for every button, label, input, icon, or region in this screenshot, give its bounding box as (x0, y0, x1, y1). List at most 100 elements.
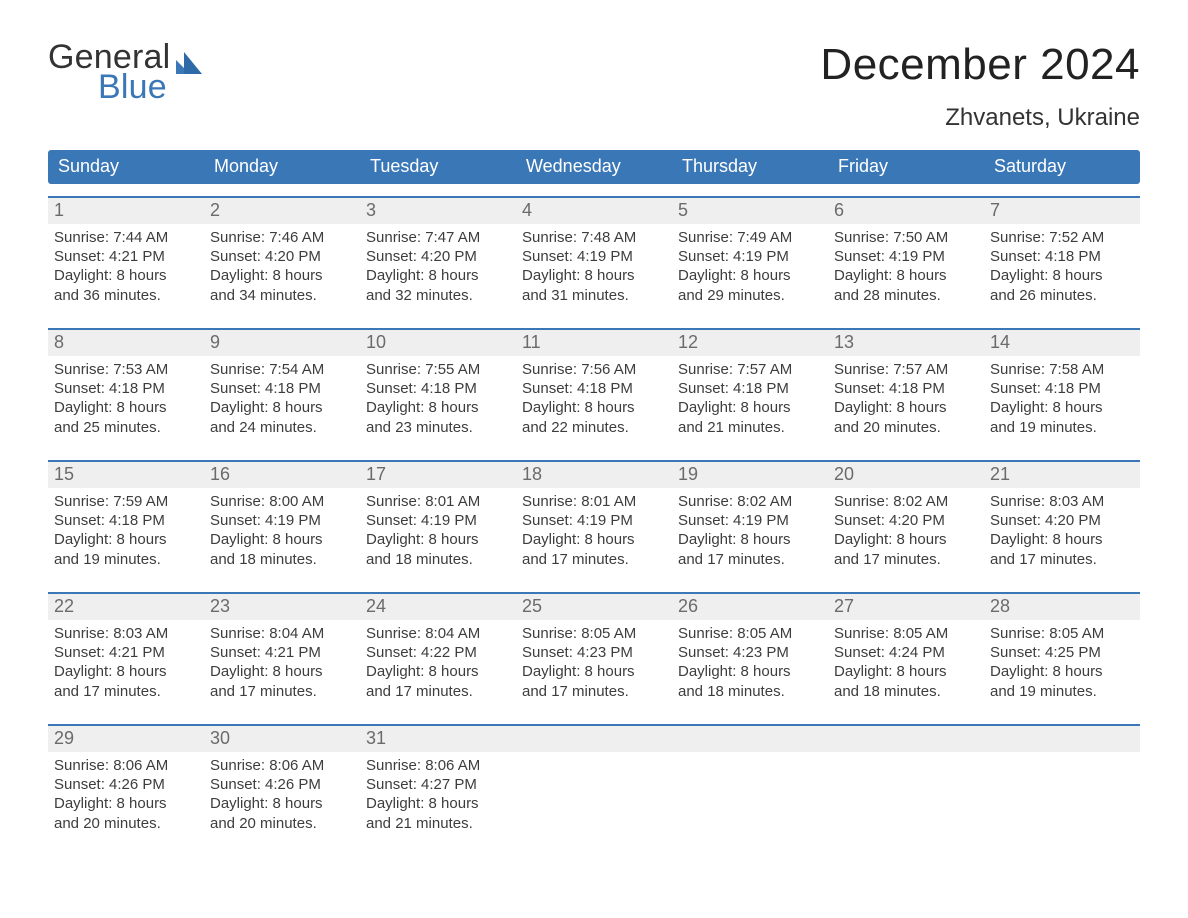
sunset-line: Sunset: 4:19 PM (678, 247, 822, 266)
daylight-line-1: Daylight: 8 hours (522, 398, 666, 417)
sunset-line: Sunset: 4:20 PM (210, 247, 354, 266)
calendar-day-cell: 12Sunrise: 7:57 AMSunset: 4:18 PMDayligh… (672, 330, 828, 448)
calendar-day-number (672, 726, 828, 752)
calendar-day-number: 3 (360, 198, 516, 224)
calendar-day-body: Sunrise: 7:44 AMSunset: 4:21 PMDaylight:… (54, 228, 198, 305)
daylight-line-1: Daylight: 8 hours (678, 662, 822, 681)
dow-saturday: Saturday (984, 150, 1140, 184)
sunset-line: Sunset: 4:18 PM (678, 379, 822, 398)
daylight-line-2: and 32 minutes. (366, 286, 510, 305)
daylight-line-2: and 18 minutes. (678, 682, 822, 701)
sunrise-line: Sunrise: 8:04 AM (210, 624, 354, 643)
calendar-day-number: 28 (984, 594, 1140, 620)
daylight-line-2: and 17 minutes. (522, 550, 666, 569)
calendar-day-number: 23 (204, 594, 360, 620)
daylight-line-1: Daylight: 8 hours (210, 662, 354, 681)
calendar-day-cell: 23Sunrise: 8:04 AMSunset: 4:21 PMDayligh… (204, 594, 360, 712)
daylight-line-2: and 36 minutes. (54, 286, 198, 305)
calendar-day-number: 26 (672, 594, 828, 620)
calendar-day-cell: 31Sunrise: 8:06 AMSunset: 4:27 PMDayligh… (360, 726, 516, 844)
calendar-day-body: Sunrise: 8:05 AMSunset: 4:23 PMDaylight:… (678, 624, 822, 701)
daylight-line-2: and 26 minutes. (990, 286, 1134, 305)
calendar-day-body: Sunrise: 8:06 AMSunset: 4:26 PMDaylight:… (210, 756, 354, 833)
title-block: December 2024 Zhvanets, Ukraine (820, 40, 1140, 132)
calendar-day-body: Sunrise: 8:03 AMSunset: 4:21 PMDaylight:… (54, 624, 198, 701)
sunrise-line: Sunrise: 8:06 AM (366, 756, 510, 775)
sunrise-line: Sunrise: 8:01 AM (366, 492, 510, 511)
calendar-week: 22Sunrise: 8:03 AMSunset: 4:21 PMDayligh… (48, 592, 1140, 712)
sunrise-line: Sunrise: 8:05 AM (834, 624, 978, 643)
daylight-line-1: Daylight: 8 hours (54, 530, 198, 549)
daylight-line-2: and 20 minutes. (834, 418, 978, 437)
calendar-day-cell (516, 726, 672, 844)
daylight-line-2: and 17 minutes. (522, 682, 666, 701)
calendar-day-cell: 9Sunrise: 7:54 AMSunset: 4:18 PMDaylight… (204, 330, 360, 448)
daylight-line-2: and 20 minutes. (210, 814, 354, 833)
calendar-day-body: Sunrise: 8:04 AMSunset: 4:22 PMDaylight:… (366, 624, 510, 701)
daylight-line-1: Daylight: 8 hours (54, 266, 198, 285)
calendar-day-number: 30 (204, 726, 360, 752)
calendar-day-number: 15 (48, 462, 204, 488)
calendar-day-cell: 11Sunrise: 7:56 AMSunset: 4:18 PMDayligh… (516, 330, 672, 448)
sunset-line: Sunset: 4:19 PM (678, 511, 822, 530)
sunrise-line: Sunrise: 8:03 AM (990, 492, 1134, 511)
calendar-day-number: 18 (516, 462, 672, 488)
daylight-line-1: Daylight: 8 hours (834, 662, 978, 681)
sunset-line: Sunset: 4:24 PM (834, 643, 978, 662)
sunset-line: Sunset: 4:18 PM (834, 379, 978, 398)
calendar-day-body: Sunrise: 8:06 AMSunset: 4:26 PMDaylight:… (54, 756, 198, 833)
calendar-day-cell: 8Sunrise: 7:53 AMSunset: 4:18 PMDaylight… (48, 330, 204, 448)
dow-sunday: Sunday (48, 150, 204, 184)
daylight-line-1: Daylight: 8 hours (990, 530, 1134, 549)
calendar-day-body: Sunrise: 8:00 AMSunset: 4:19 PMDaylight:… (210, 492, 354, 569)
calendar-day-body: Sunrise: 7:48 AMSunset: 4:19 PMDaylight:… (522, 228, 666, 305)
calendar-day-number: 16 (204, 462, 360, 488)
calendar-day-cell (672, 726, 828, 844)
calendar-weeks: 1Sunrise: 7:44 AMSunset: 4:21 PMDaylight… (48, 196, 1140, 844)
sunset-line: Sunset: 4:18 PM (990, 379, 1134, 398)
sunrise-line: Sunrise: 8:05 AM (678, 624, 822, 643)
daylight-line-1: Daylight: 8 hours (990, 662, 1134, 681)
daylight-line-1: Daylight: 8 hours (54, 398, 198, 417)
daylight-line-2: and 17 minutes. (834, 550, 978, 569)
daylight-line-2: and 22 minutes. (522, 418, 666, 437)
daylight-line-1: Daylight: 8 hours (366, 530, 510, 549)
brand-logo: General Blue (48, 40, 210, 104)
daylight-line-2: and 18 minutes. (366, 550, 510, 569)
daylight-line-2: and 28 minutes. (834, 286, 978, 305)
sunset-line: Sunset: 4:20 PM (834, 511, 978, 530)
calendar-day-cell: 4 Sunrise: 7:48 AMSunset: 4:19 PMDaylight… (516, 198, 672, 316)
sunrise-line: Sunrise: 7:59 AM (54, 492, 198, 511)
calendar-day-number: 8 (48, 330, 204, 356)
daylight-line-2: and 24 minutes. (210, 418, 354, 437)
calendar-day-body: Sunrise: 7:47 AMSunset: 4:20 PMDaylight:… (366, 228, 510, 305)
calendar-day-number: 14 (984, 330, 1140, 356)
dow-monday: Monday (204, 150, 360, 184)
calendar-day-number: 21 (984, 462, 1140, 488)
dow-thursday: Thursday (672, 150, 828, 184)
daylight-line-1: Daylight: 8 hours (522, 662, 666, 681)
calendar-day-number: 19 (672, 462, 828, 488)
sunset-line: Sunset: 4:18 PM (210, 379, 354, 398)
sunset-line: Sunset: 4:19 PM (522, 511, 666, 530)
calendar-day-number: 5 (672, 198, 828, 224)
daylight-line-2: and 17 minutes. (990, 550, 1134, 569)
sunset-line: Sunset: 4:27 PM (366, 775, 510, 794)
sunset-line: Sunset: 4:18 PM (366, 379, 510, 398)
daylight-line-2: and 19 minutes. (990, 682, 1134, 701)
sunset-line: Sunset: 4:20 PM (990, 511, 1134, 530)
daylight-line-2: and 21 minutes. (366, 814, 510, 833)
calendar-day-number: 12 (672, 330, 828, 356)
brand-word-2: Blue (48, 70, 210, 104)
sunrise-line: Sunrise: 7:58 AM (990, 360, 1134, 379)
dow-wednesday: Wednesday (516, 150, 672, 184)
daylight-line-2: and 20 minutes. (54, 814, 198, 833)
calendar-day-body: Sunrise: 7:59 AMSunset: 4:18 PMDaylight:… (54, 492, 198, 569)
calendar-day-number: 9 (204, 330, 360, 356)
sunset-line: Sunset: 4:19 PM (834, 247, 978, 266)
sunset-line: Sunset: 4:18 PM (522, 379, 666, 398)
calendar-day-cell: 30 Sunrise: 8:06 AMSunset: 4:26 PMDayligh… (204, 726, 360, 844)
calendar-day-cell: 10Sunrise: 7:55 AMSunset: 4:18 PMDayligh… (360, 330, 516, 448)
daylight-line-1: Daylight: 8 hours (210, 266, 354, 285)
calendar-day-number: 4 (516, 198, 672, 224)
